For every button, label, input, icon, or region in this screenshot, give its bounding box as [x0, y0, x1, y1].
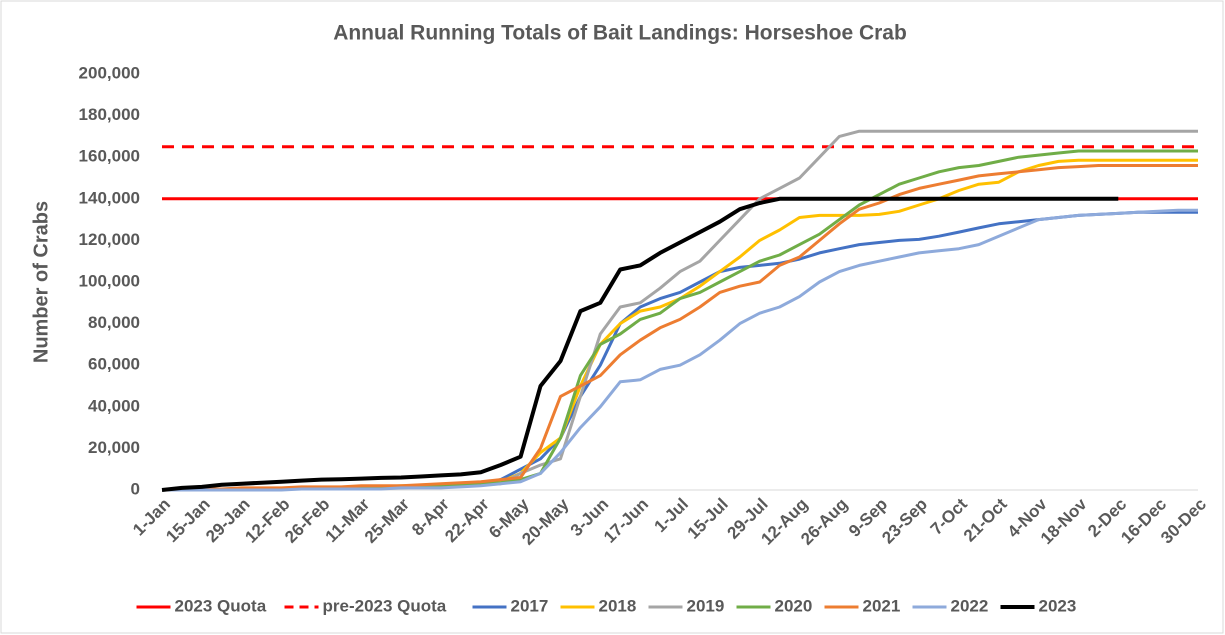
legend-label: 2020 — [775, 596, 813, 615]
legend-label: 2018 — [599, 596, 637, 615]
legend-label: 2023 Quota — [175, 596, 267, 615]
series-line — [162, 164, 1198, 492]
y-tick-label: 20,000 — [88, 438, 140, 457]
chart-title: Annual Running Totals of Bait Landings: … — [333, 22, 907, 45]
series-line — [162, 208, 1198, 492]
series-line — [161, 196, 1119, 492]
y-tick-label: 140,000 — [79, 188, 140, 207]
legend-label: 2017 — [511, 596, 549, 615]
y-tick-label: 180,000 — [79, 105, 140, 124]
y-tick-label: 80,000 — [88, 313, 140, 332]
legend-label: pre-2023 Quota — [323, 596, 447, 615]
y-tick-label: 60,000 — [88, 355, 140, 374]
y-tick-label: 120,000 — [79, 230, 140, 249]
y-tick-label: 200,000 — [79, 63, 140, 82]
y-tick-label: 160,000 — [79, 147, 140, 166]
legend-label: 2022 — [951, 596, 989, 615]
y-tick-label: 100,000 — [79, 271, 140, 290]
legend-label: 2019 — [687, 596, 725, 615]
legend-label: 2023 — [1039, 596, 1077, 615]
y-tick-label: 40,000 — [88, 396, 140, 415]
legend-label: 2021 — [863, 596, 901, 615]
y-axis-label: Number of Crabs — [30, 201, 52, 363]
y-tick-label: 0 — [131, 479, 140, 498]
